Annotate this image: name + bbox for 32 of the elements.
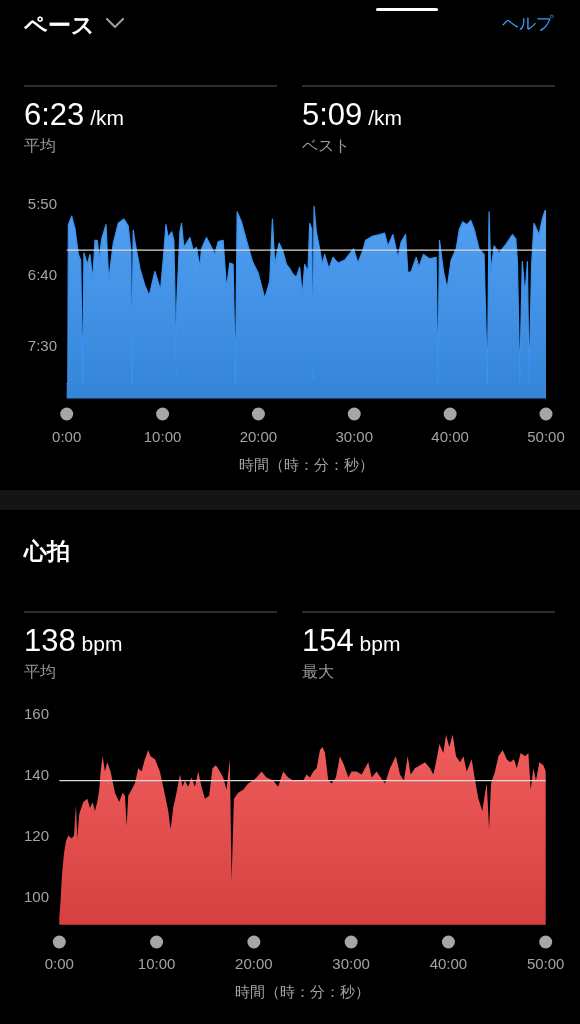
ytick-label: 120 — [23, 827, 49, 844]
title: ペース — [24, 12, 95, 38]
xtick-label: 20:00 — [239, 428, 278, 445]
annotation: 6:23 /km — [24, 97, 124, 132]
ytick-label: 6:40 — [27, 265, 57, 283]
xtick-label: 40:00 — [429, 955, 468, 972]
xlabel: 時間（時：分：秒） — [235, 983, 370, 1000]
xtick-label: 10:00 — [143, 428, 182, 445]
xtick-label: 10:00 — [137, 955, 176, 972]
annotation: 138 bpm — [24, 623, 123, 658]
ytick-label: 100 — [23, 888, 49, 906]
annotation: 平均 — [24, 137, 56, 154]
ytick-label: 140 — [23, 765, 49, 783]
xtick-label: 20:00 — [235, 955, 273, 972]
ytick-label: 5:50 — [27, 194, 57, 212]
xtick-label: 30:00 — [332, 955, 370, 972]
xtick-label: 0:00 — [52, 428, 82, 445]
xtick-label: 50:00 — [526, 955, 565, 972]
ytick-label: 160 — [23, 704, 49, 722]
annotation: 5:09 /km — [302, 97, 402, 132]
title: 心拍 — [24, 538, 70, 564]
xtick-label: 40:00 — [431, 428, 469, 445]
annotation: ベスト — [302, 137, 350, 154]
annotation: 最大 — [302, 663, 334, 680]
ytick-label: 7:30 — [27, 336, 57, 354]
annotation: 平均 — [24, 663, 56, 680]
annotation: 154 bpm — [302, 623, 401, 658]
xtick-label: 50:00 — [527, 428, 565, 445]
xlabel: 時間（時：分：秒） — [238, 456, 374, 473]
annotation: ヘルプ — [502, 14, 553, 33]
xtick-label: 0:00 — [44, 955, 74, 972]
xtick-label: 30:00 — [335, 428, 374, 445]
